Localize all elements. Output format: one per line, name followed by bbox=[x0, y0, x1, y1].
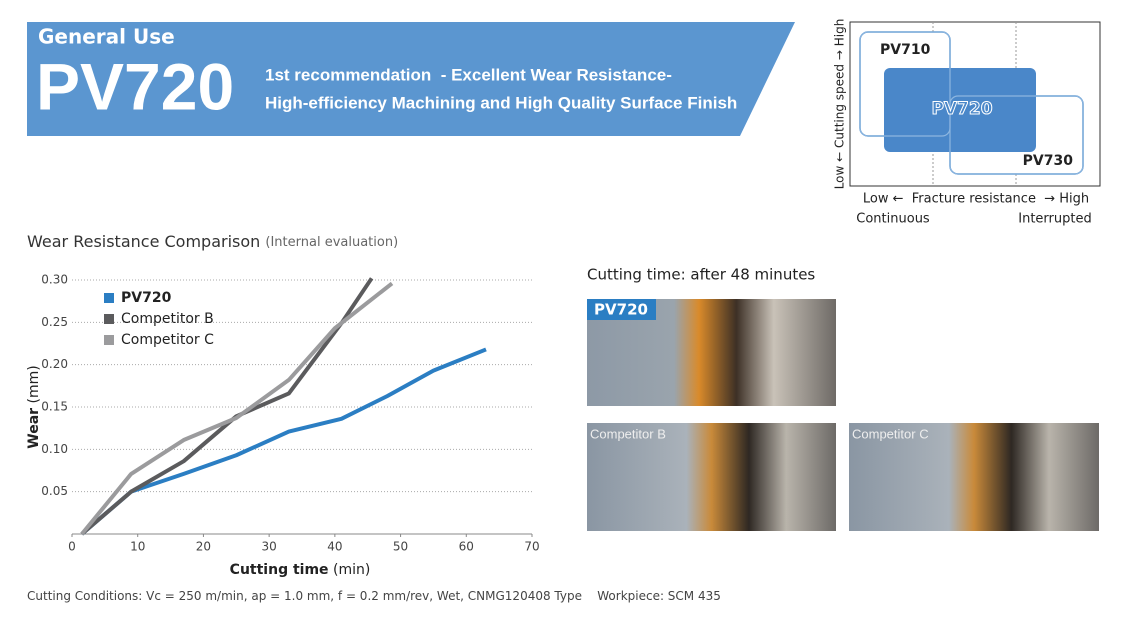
x-tick-label: 30 bbox=[262, 540, 277, 554]
x-tick-label: 0 bbox=[68, 540, 76, 554]
y-tick-label: 0.10 bbox=[41, 442, 68, 456]
y-unit: (mm) bbox=[26, 365, 42, 403]
photo-label: Competitor B bbox=[590, 426, 666, 441]
grade-label: PV730 bbox=[1023, 153, 1074, 169]
x-tick-label: 40 bbox=[327, 540, 342, 554]
series-line bbox=[80, 281, 394, 536]
y-tick-label: 0.30 bbox=[41, 273, 68, 287]
conditions: Cutting Conditions: Vc = 250 m/min, ap =… bbox=[27, 589, 582, 603]
footer-text: Cutting Conditions: Vc = 250 m/min, ap =… bbox=[27, 589, 721, 603]
x-tick-label: 60 bbox=[459, 540, 474, 554]
grade-label: PV710 bbox=[880, 42, 931, 58]
x-tick-label: 20 bbox=[196, 540, 211, 554]
x-label: Cutting time bbox=[230, 562, 329, 578]
legend-label: PV720 bbox=[121, 290, 172, 306]
x-tick-label: 70 bbox=[524, 540, 539, 554]
photos-title: Cutting time: after 48 minutes bbox=[587, 266, 815, 284]
x-unit: (min) bbox=[333, 562, 370, 578]
x-tick-label: 10 bbox=[130, 540, 145, 554]
chart-subtitle: (Internal evaluation) bbox=[265, 235, 398, 250]
y-tick-label: 0.15 bbox=[41, 400, 68, 414]
y-tick-label: 0.20 bbox=[41, 357, 68, 371]
photo-label: PV720 bbox=[594, 301, 648, 319]
legend-label: Competitor B bbox=[121, 311, 214, 327]
axis-label: Low ← Fracture resistance → High bbox=[863, 192, 1089, 207]
workpiece: Workpiece: SCM 435 bbox=[597, 589, 721, 603]
x-axis-title: Cutting time (min) bbox=[230, 562, 371, 578]
photo bbox=[849, 423, 1099, 531]
series-line bbox=[80, 347, 487, 536]
chart: 0.05 0.10 0.15 0.20 0.25 0.30 0 10 20 30 40 50 60 70 P… bbox=[41, 273, 539, 554]
grade-area bbox=[884, 68, 1036, 152]
grade-outline bbox=[949, 95, 1084, 175]
tagline: High-efficiency Machining and High Quali… bbox=[265, 93, 737, 112]
chart-title: Wear Resistance Comparison (Internal eva… bbox=[27, 232, 398, 251]
legend-label: Competitor C bbox=[121, 332, 214, 348]
photo-badge bbox=[587, 299, 656, 320]
legend-swatch bbox=[104, 314, 114, 324]
photo-label: Competitor C bbox=[852, 426, 929, 441]
category: General Use bbox=[38, 25, 175, 49]
tagline: 1st recommendation - Excellent Wear Resi… bbox=[265, 65, 672, 84]
axis-label: Low ← Cutting speed → High bbox=[833, 19, 847, 190]
legend-swatch bbox=[104, 293, 114, 303]
axis-label: Continuous bbox=[856, 212, 930, 227]
axis-label: Interrupted bbox=[1018, 212, 1091, 227]
photo bbox=[587, 423, 836, 531]
grade-outline bbox=[859, 31, 951, 137]
chart-title-text: Wear Resistance Comparison bbox=[27, 232, 260, 251]
product-name: PV720 bbox=[36, 49, 234, 123]
y-label: Wear bbox=[26, 408, 42, 449]
header-banner bbox=[27, 22, 795, 136]
x-tick-label: 50 bbox=[393, 540, 408, 554]
y-tick-label: 0.05 bbox=[41, 484, 68, 498]
y-tick-label: 0.25 bbox=[41, 315, 68, 329]
y-axis-title: Wear (mm) bbox=[26, 365, 42, 448]
legend-swatch bbox=[104, 335, 114, 345]
grade-label: PV720 bbox=[931, 99, 992, 119]
